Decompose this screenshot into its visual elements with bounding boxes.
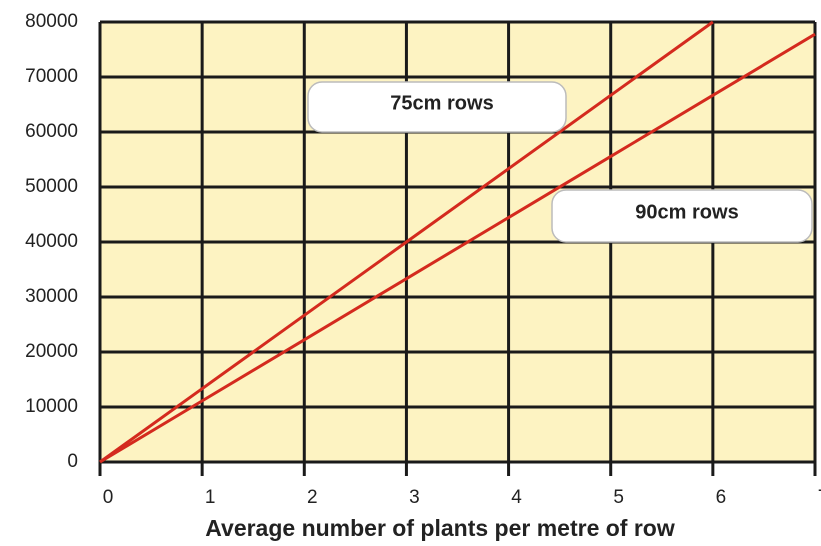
x-tick-label: 5 xyxy=(613,487,624,508)
data-line xyxy=(99,20,714,464)
y-tick-label: 80000 xyxy=(25,11,78,32)
x-tick-label: 4 xyxy=(511,487,522,508)
y-tick-label: 60000 xyxy=(25,121,78,142)
x-tick-label: 2 xyxy=(307,487,318,508)
x-axis-label: Average number of plants per metre of ro… xyxy=(205,515,675,541)
y-tick-label: 20000 xyxy=(25,341,78,362)
x-tick-label: 0 xyxy=(103,487,114,508)
y-tick-label: 10000 xyxy=(25,396,78,417)
data-line xyxy=(99,32,816,464)
x-tick-label: 7 xyxy=(818,487,821,508)
label-box xyxy=(551,189,813,243)
y-tick-label: 0 xyxy=(67,451,78,472)
y-tick-label: 40000 xyxy=(25,231,78,252)
series-label: 75cm rows xyxy=(390,92,493,114)
x-tick-label: 6 xyxy=(716,487,727,508)
series-label: 90cm rows xyxy=(635,201,738,223)
x-tick-label: 3 xyxy=(409,487,420,508)
y-tick-label: 30000 xyxy=(25,286,78,307)
label-box xyxy=(307,81,567,133)
x-tick-label: 1 xyxy=(205,487,216,508)
y-tick-label: 50000 xyxy=(25,176,78,197)
y-tick-label: 70000 xyxy=(25,66,78,87)
